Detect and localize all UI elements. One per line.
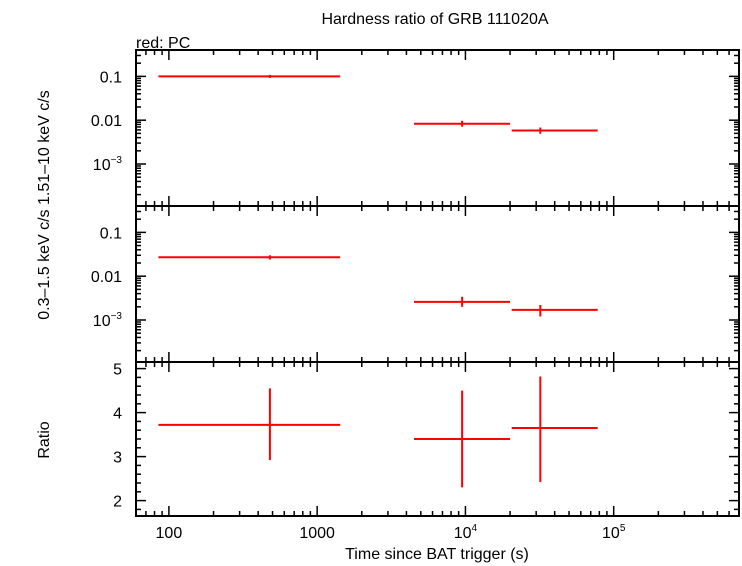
x-tick-label: 105	[602, 523, 626, 542]
y-tick-label-soft: 0.01	[91, 269, 122, 286]
y-axis-label-ratio: Ratio	[36, 421, 53, 458]
y-tick-label-soft: 0.1	[100, 225, 122, 242]
y-tick-label-ratio: 4	[113, 406, 122, 423]
chart-subtitle: red: PC	[136, 35, 190, 52]
y-axis-label-count-rates: 0.3–1.5 keV c/s 1.51–10 keV c/s	[36, 90, 53, 319]
chart-title: Hardness ratio of GRB 111020A	[321, 11, 548, 28]
x-tick-label: 100	[156, 525, 183, 542]
plot-area: 0.1 0.01 10−3 0.1 0.01 10−3 2 3 4 5 100 1000 104 105	[91, 49, 740, 542]
y-tick-label-soft: 10−3	[93, 311, 123, 330]
x-tick-label: 1000	[299, 525, 335, 542]
y-tick-label-hard: 0.1	[100, 69, 122, 86]
y-tick-label-hard: 10−3	[93, 155, 123, 174]
panel-frame-hard	[135, 49, 740, 207]
panel-frame-soft	[135, 205, 740, 363]
x-axis-label: Time since BAT trigger (s)	[345, 546, 529, 563]
y-tick-label-hard: 0.01	[91, 113, 122, 130]
y-tick-label-ratio: 2	[113, 494, 122, 511]
y-tick-label-ratio: 3	[113, 450, 122, 467]
y-tick-label-ratio: 5	[113, 362, 122, 379]
x-tick-label: 104	[454, 523, 478, 542]
